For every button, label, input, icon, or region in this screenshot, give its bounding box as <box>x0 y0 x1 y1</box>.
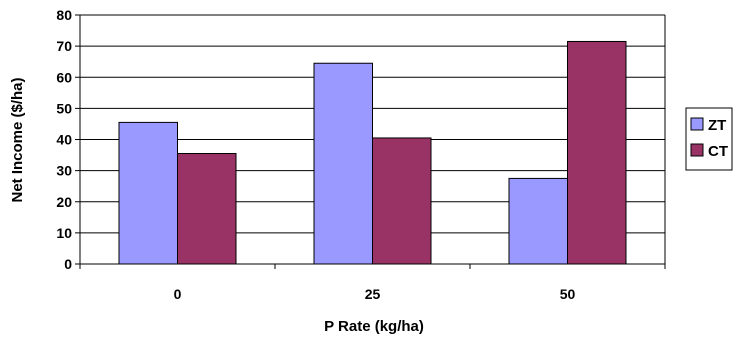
y-tick-label: 40 <box>56 132 72 148</box>
y-tick-label: 50 <box>56 100 72 116</box>
x-axis-title: P Rate (kg/ha) <box>324 318 424 335</box>
y-tick-labels: 0 10 20 30 40 50 60 70 80 <box>56 7 72 272</box>
y-tick-label: 30 <box>56 163 72 179</box>
bars <box>118 40 627 265</box>
y-tick-label: 60 <box>56 69 72 85</box>
x-tick-labels: 0 25 50 <box>174 286 576 302</box>
y-tick-label: 10 <box>56 225 72 241</box>
legend: ZT CT <box>685 107 733 171</box>
legend-swatch-zt <box>690 117 704 131</box>
y-axis-title: Net Income ($/ha) <box>9 77 26 202</box>
legend-label-zt: ZT <box>708 117 726 134</box>
y-tick-label: 0 <box>64 256 72 272</box>
bar-zt-0 <box>118 121 178 265</box>
y-tick-label: 20 <box>56 194 72 210</box>
x-tick-label: 0 <box>174 286 182 302</box>
legend-label-ct: CT <box>708 143 728 160</box>
bar-ct-0 <box>177 153 237 265</box>
bar-zt-50 <box>508 177 568 265</box>
axes <box>75 14 666 269</box>
legend-swatch-ct <box>690 143 704 157</box>
y-tick-label: 80 <box>56 7 72 23</box>
bar-ct-25 <box>372 137 432 265</box>
bar-ct-50 <box>567 40 627 265</box>
x-tick-label: 50 <box>560 286 576 302</box>
y-tick-label: 70 <box>56 38 72 54</box>
x-tick-label: 25 <box>365 286 381 302</box>
bar-zt-25 <box>313 62 373 265</box>
